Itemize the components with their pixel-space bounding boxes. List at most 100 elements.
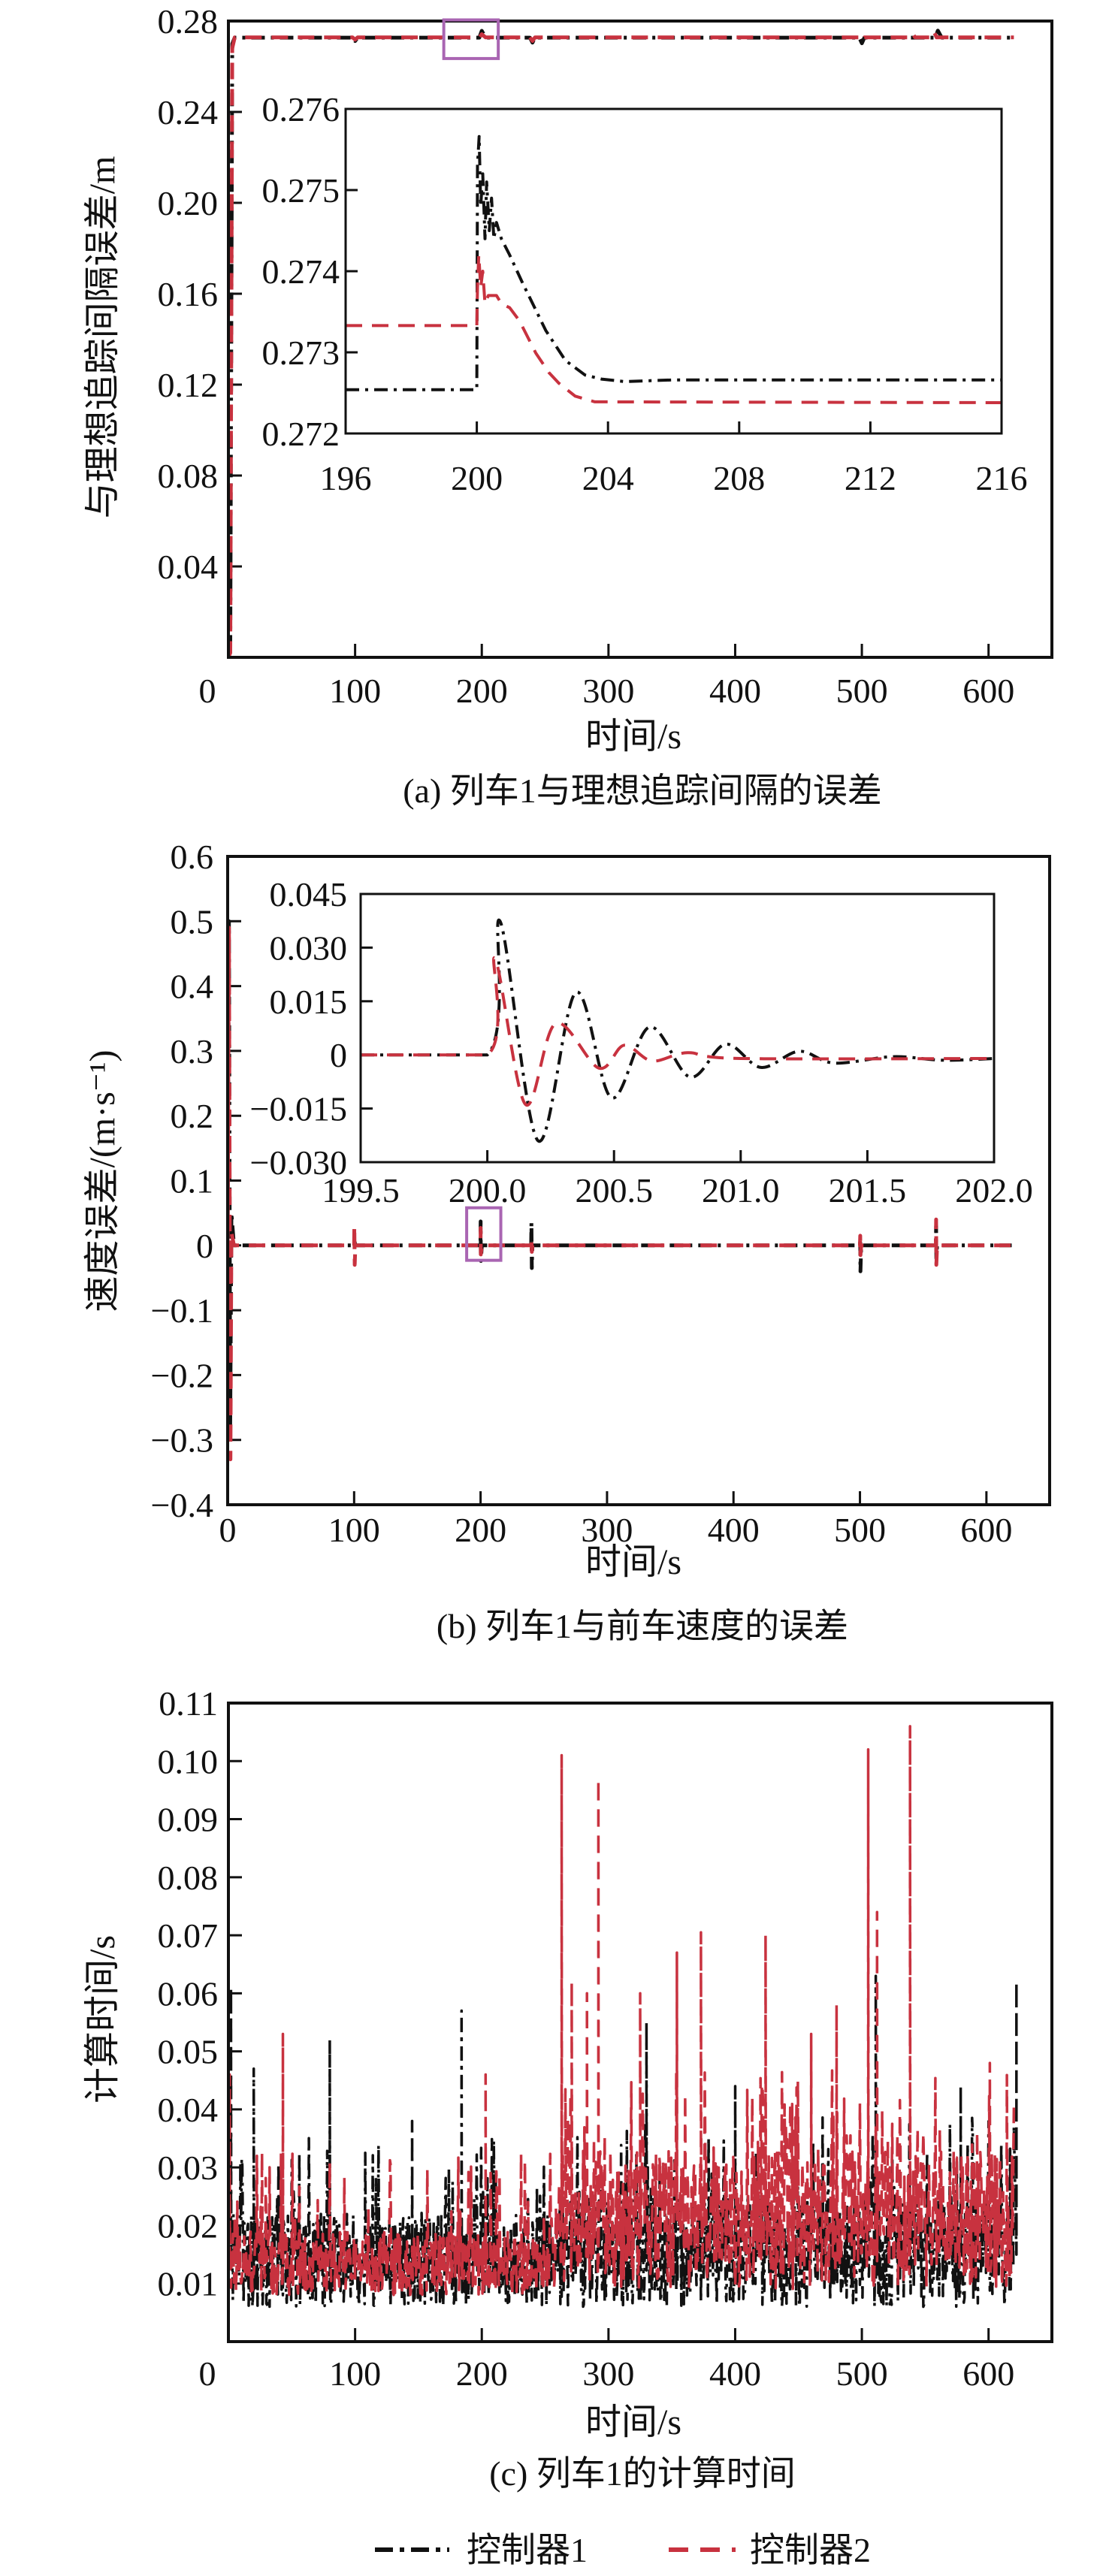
- chart-b-ytick-label: 0: [196, 1227, 213, 1265]
- chart-a-zoom-region-box: [442, 18, 500, 60]
- chart-c-xtick-label: 500: [836, 2354, 888, 2393]
- chart-b-speed-error: 0 100 200 300 400 500 600 −0.4 −0.3 −0.2 −0.1 0 0.1 0…: [151, 838, 1051, 1549]
- chart-b-ytick-label: 0.2: [171, 1097, 214, 1135]
- chart-b-inset: 199.5 200.0 200.5 201.0 201.5 202.0 −0.030 −0.0…: [250, 875, 1033, 1209]
- chart-c-ytick-label: 0.01: [158, 2265, 219, 2303]
- chart-b-inset-series-group: [361, 918, 994, 1143]
- chart-b-ylabel: 速度误差/(m·s⁻¹): [83, 1049, 122, 1312]
- chart-a-inset-series-controller1: [346, 134, 1002, 391]
- chart-a-tracking-interval-error: 0 100 200 300 400 500 600 0.04 0.08 0.12 0.16 0.20 0…: [158, 2, 1053, 710]
- chart-a-ytick-label: 0.20: [158, 184, 219, 222]
- chart-a-ytick-label: 0.04: [158, 548, 219, 586]
- chart-b-inset-series-controller2: [361, 956, 994, 1107]
- chart-b-inset-xtick-label: 200.5: [575, 1171, 653, 1209]
- chart-c-xtick-label: 400: [709, 2354, 761, 2393]
- chart-a-ytick-label: 0.08: [158, 457, 219, 495]
- chart-b-inset-xtick-label: 201.5: [829, 1171, 907, 1209]
- chart-b-frame-border: [226, 855, 1051, 1506]
- chart-a-frame-border: [227, 20, 1053, 659]
- chart-b-xtick-label: 600: [960, 1511, 1012, 1549]
- chart-b-inset-series-controller1: [361, 918, 994, 1143]
- chart-a-series-group: [228, 29, 1014, 657]
- chart-b-inset-ytick-label: 0.045: [270, 875, 348, 914]
- chart-b-xlabel: 时间/s: [585, 1542, 681, 1582]
- chart-b-ytick-label: −0.4: [151, 1486, 213, 1524]
- chart-b-xtick-label: 400: [708, 1511, 760, 1549]
- chart-b-inset-frame: [359, 892, 996, 1164]
- chart-b-inset-frame-border: [359, 892, 996, 1164]
- chart-b-series-group: [228, 919, 1012, 1462]
- chart-a-inset-series-group: [346, 134, 1002, 404]
- legend-label-controller2: 控制器2: [750, 2531, 871, 2569]
- chart-b-series-controller2: [228, 926, 1012, 1462]
- chart-c-xtick-label: 600: [962, 2354, 1014, 2393]
- chart-a-inset-ytick-label: 0.273: [262, 334, 340, 372]
- chart-a-xtick-label: 400: [709, 672, 761, 710]
- chart-a-inset-frame-border: [344, 107, 1003, 435]
- chart-c-ytick-label: 0.11: [159, 1684, 218, 1723]
- chart-c-xtick-label: 200: [456, 2354, 508, 2393]
- chart-b-ytick-label: −0.1: [151, 1291, 213, 1330]
- chart-b-xtick-label: 300: [581, 1511, 633, 1549]
- chart-b-xtick-label: 500: [834, 1511, 886, 1549]
- chart-b-inset-ytick-label: 0.030: [270, 929, 348, 967]
- chart-b-inset-ytick-label: 0.015: [270, 983, 348, 1021]
- chart-a-inset-xtick-label: 216: [976, 459, 1028, 497]
- chart-b-ytick-label: 0.4: [171, 968, 214, 1006]
- chart-a-inset-frame: [344, 107, 1003, 435]
- chart-c-xtick-label: 300: [582, 2354, 634, 2393]
- chart-b-xtick-label: 0: [219, 1511, 237, 1549]
- legend: 控制器1 控制器2: [375, 2531, 871, 2569]
- chart-c-ytick-label: 0.03: [158, 2149, 219, 2187]
- chart-b-ytick-label: 0.6: [171, 838, 214, 876]
- chart-c-ytick-label: 0.04: [158, 2091, 219, 2129]
- chart-b-zoom-region-box: [465, 1206, 503, 1262]
- chart-b-inset-ytick-label: −0.015: [250, 1090, 347, 1128]
- chart-a-ytick-label: 0.24: [158, 93, 219, 131]
- chart-a-xtick-label: 100: [329, 672, 381, 710]
- chart-c-ylabel: 计算时间/s: [83, 1935, 122, 2103]
- chart-b-inset-ytick-label: −0.030: [250, 1143, 347, 1182]
- chart-c-series-controller2: [228, 1725, 1016, 2297]
- chart-b-inset-xtick-label: 200.0: [449, 1171, 527, 1209]
- chart-b-ytick-label: 0.1: [171, 1162, 214, 1200]
- chart-a-series-controller2: [228, 30, 1014, 657]
- chart-b-ytick-label: −0.2: [151, 1356, 213, 1394]
- chart-a-xlabel: 时间/s: [585, 717, 681, 756]
- chart-c-ytick-label: 0.10: [158, 1742, 219, 1780]
- chart-a-caption: (a) 列车1与理想追踪间隔的误差: [403, 772, 882, 810]
- chart-c-xlabel: 时间/s: [585, 2402, 681, 2442]
- chart-b-ytick-label: −0.3: [151, 1421, 213, 1460]
- chart-c-ytick-label: 0.09: [158, 1801, 219, 1839]
- chart-a-xtick-label: 500: [836, 672, 888, 710]
- chart-a-inset-ytick-label: 0.272: [262, 415, 340, 453]
- chart-a-ytick-label: 0.28: [158, 2, 219, 41]
- chart-a-inset-ytick-label: 0.274: [262, 252, 340, 291]
- chart-a-xtick-label: 600: [962, 672, 1014, 710]
- chart-c-ytick-label: 0.08: [158, 1859, 219, 1897]
- chart-a-xtick-label: 200: [456, 672, 508, 710]
- chart-a-ytick-label: 0.12: [158, 366, 219, 404]
- chart-a-inset-xtick-label: 204: [582, 459, 634, 497]
- chart-b-inset-xtick-label: 202.0: [955, 1171, 1033, 1209]
- chart-c-ytick-label: 0.06: [158, 1974, 219, 2013]
- chart-a-inset-ytick-label: 0.275: [262, 171, 340, 210]
- chart-c-computation-time: 0 100 200 300 400 500 600 0.01 0.02 0.03 0.04 0.05 0…: [158, 1684, 1053, 2393]
- chart-c-ytick-label: 0.07: [158, 1916, 219, 1955]
- chart-a-inset-xtick-label: 212: [845, 459, 896, 497]
- chart-c-caption: (c) 列车1的计算时间: [489, 2454, 796, 2493]
- chart-a-ylabel: 与理想追踪间隔误差/m: [83, 156, 122, 519]
- legend-label-controller1: 控制器1: [467, 2531, 588, 2569]
- chart-a-inset-xtick-label: 208: [713, 459, 765, 497]
- chart-b-ytick-label: 0.3: [171, 1032, 214, 1071]
- chart-b-inset-xtick-label: 201.0: [702, 1171, 780, 1209]
- chart-b-inset-xtick-label: 199.5: [322, 1171, 400, 1209]
- chart-c-xtick-label: 0: [199, 2354, 216, 2393]
- chart-b-inset-ytick-label: 0: [330, 1036, 347, 1074]
- chart-b-caption: (b) 列车1与前车速度的误差: [437, 1607, 848, 1645]
- chart-a-inset-xtick-label: 200: [451, 459, 503, 497]
- chart-b-ytick-label: 0.5: [171, 902, 214, 941]
- chart-c-xtick-label: 100: [329, 2354, 381, 2393]
- chart-c-series-group: [228, 1725, 1018, 2309]
